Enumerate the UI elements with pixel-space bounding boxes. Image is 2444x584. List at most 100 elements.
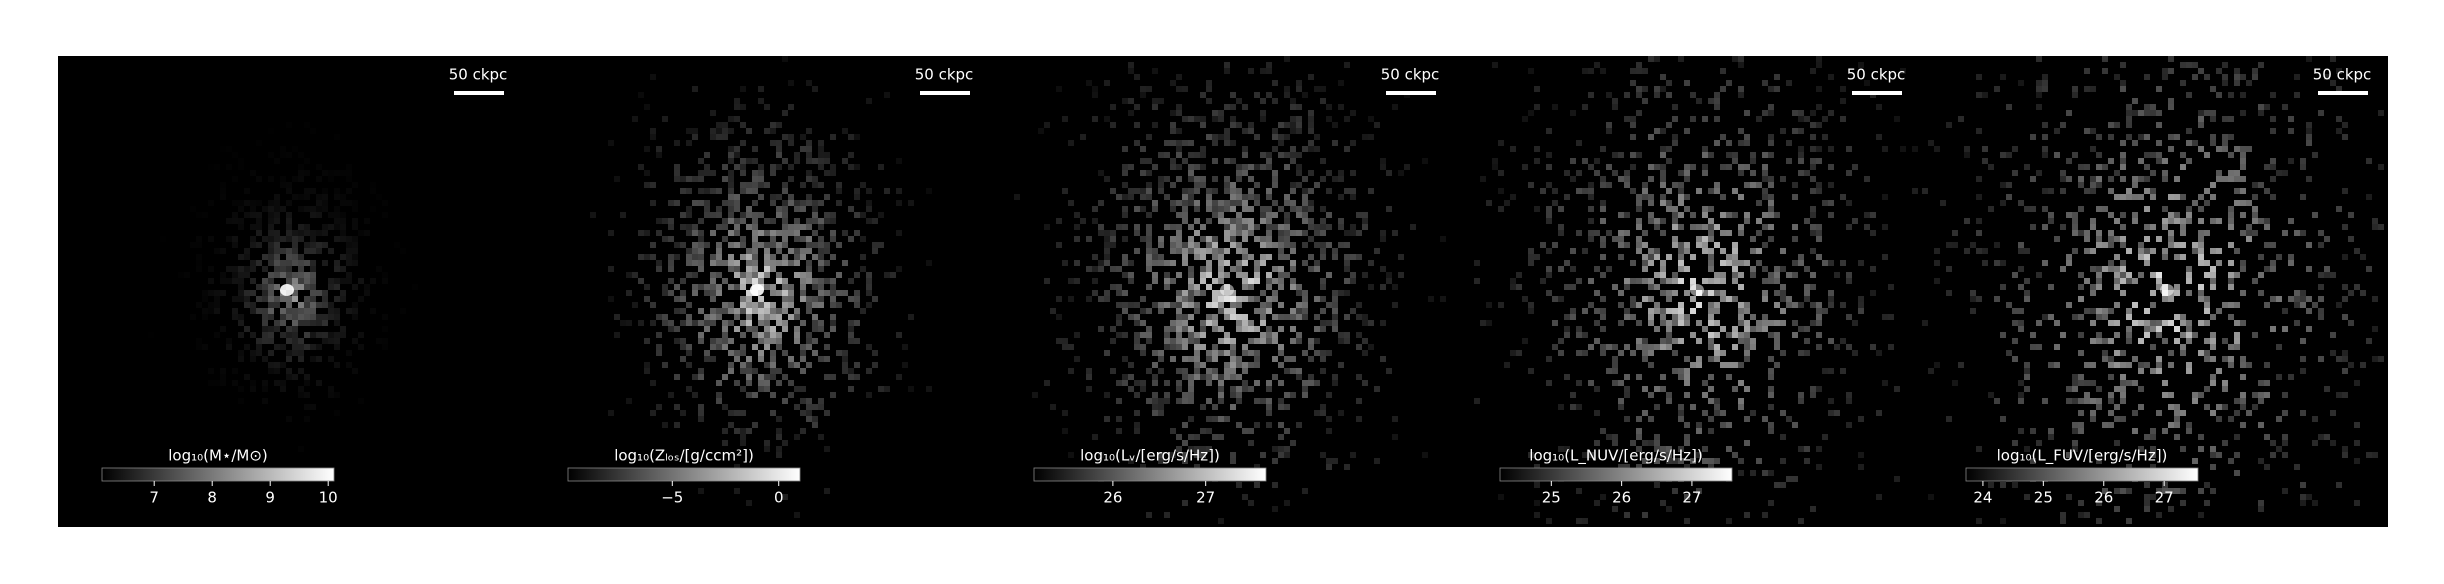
- map-pixel: [1176, 338, 1182, 344]
- map-pixel: [322, 314, 328, 320]
- map-pixel: [1588, 302, 1594, 308]
- map-pixel: [728, 218, 734, 224]
- map-pixel: [866, 218, 872, 224]
- map-pixel: [1816, 62, 1822, 68]
- map-pixel: [788, 248, 794, 254]
- map-pixel: [1170, 260, 1176, 266]
- map-pixel: [1684, 248, 1690, 254]
- map-pixel: [746, 374, 752, 380]
- map-pixel: [268, 200, 274, 206]
- map-pixel: [358, 344, 364, 350]
- map-pixel: [1570, 314, 1576, 320]
- map-pixel: [250, 170, 256, 176]
- map-pixel: [746, 320, 752, 326]
- map-pixel: [710, 296, 716, 302]
- map-pixel: [220, 248, 226, 254]
- map-pixel: [1636, 434, 1642, 440]
- map-pixel: [2030, 224, 2036, 230]
- map-pixel: [334, 338, 340, 344]
- map-pixel: [1684, 368, 1690, 374]
- map-pixel: [1260, 260, 1266, 266]
- map-pixel: [1510, 194, 1516, 200]
- map-pixel: [1696, 362, 1702, 368]
- map-pixel: [818, 146, 824, 152]
- map-pixel: [1612, 104, 1618, 110]
- map-pixel: [1350, 452, 1356, 458]
- map-pixel: [662, 290, 668, 296]
- map-pixel: [686, 260, 692, 266]
- map-pixel: [1278, 278, 1284, 284]
- map-pixel: [1528, 182, 1534, 188]
- map-pixel: [274, 242, 280, 248]
- map-pixel: [1380, 158, 1386, 164]
- map-pixel: [722, 308, 728, 314]
- map-pixel: [1380, 236, 1386, 242]
- map-pixel: [238, 200, 244, 206]
- map-pixel: [1684, 356, 1690, 362]
- map-pixel: [1104, 290, 1110, 296]
- map-pixel: [1260, 338, 1266, 344]
- map-pixel: [1762, 512, 1768, 518]
- map-pixel: [1618, 212, 1624, 218]
- map-pixel: [196, 302, 202, 308]
- map-pixel: [1062, 344, 1068, 350]
- map-pixel: [1588, 182, 1594, 188]
- map-pixel: [268, 332, 274, 338]
- map-pixel: [274, 212, 280, 218]
- map-pixel: [806, 152, 812, 158]
- map-pixel: [1386, 272, 1392, 278]
- map-pixel: [1242, 248, 1248, 254]
- map-pixel: [1248, 326, 1254, 332]
- map-pixel: [818, 278, 824, 284]
- map-pixel: [1242, 344, 1248, 350]
- map-pixel: [1732, 278, 1738, 284]
- map-pixel: [698, 236, 704, 242]
- map-pixel: [1182, 314, 1188, 320]
- map-pixel: [1846, 146, 1852, 152]
- map-pixel: [1104, 116, 1110, 122]
- map-pixel: [1074, 278, 1080, 284]
- map-pixel: [1302, 386, 1308, 392]
- map-pixel: [334, 284, 340, 290]
- map-pixel: [710, 128, 716, 134]
- map-pixel: [1624, 116, 1630, 122]
- map-pixel: [758, 374, 764, 380]
- map-pixel: [1588, 230, 1594, 236]
- map-pixel: [1284, 122, 1290, 128]
- map-pixel: [1224, 374, 1230, 380]
- map-pixel: [1086, 296, 1092, 302]
- map-pixel: [1272, 98, 1278, 104]
- map-pixel: [752, 158, 758, 164]
- map-pixel: [1320, 242, 1326, 248]
- map-pixel: [782, 56, 788, 62]
- map-pixel: [1690, 362, 1696, 368]
- map-pixel: [1188, 140, 1194, 146]
- map-pixel: [728, 206, 734, 212]
- scale-bar-label: 50 ckpc: [915, 66, 974, 84]
- map-pixel: [208, 380, 214, 386]
- map-pixel: [2000, 332, 2006, 338]
- map-pixel: [1188, 332, 1194, 338]
- map-pixel: [298, 254, 304, 260]
- map-pixel: [1678, 194, 1684, 200]
- map-pixel: [854, 194, 860, 200]
- map-pixel: [1810, 320, 1816, 326]
- map-pixel: [1672, 290, 1678, 296]
- map-pixel: [884, 92, 890, 98]
- map-pixel: [674, 176, 680, 182]
- map-pixel: [806, 410, 812, 416]
- map-pixel: [1194, 176, 1200, 182]
- map-pixel: [1062, 116, 1068, 122]
- map-pixel: [1822, 200, 1828, 206]
- map-pixel: [1738, 314, 1744, 320]
- map-pixel: [686, 212, 692, 218]
- map-pixel: [806, 308, 812, 314]
- map-pixel: [1386, 368, 1392, 374]
- map-pixel: [334, 344, 340, 350]
- map-pixel: [1804, 458, 1810, 464]
- map-pixel: [1248, 230, 1254, 236]
- map-pixel: [692, 200, 698, 206]
- map-pixel: [1630, 440, 1636, 446]
- map-pixel: [1188, 176, 1194, 182]
- map-pixel: [1260, 308, 1266, 314]
